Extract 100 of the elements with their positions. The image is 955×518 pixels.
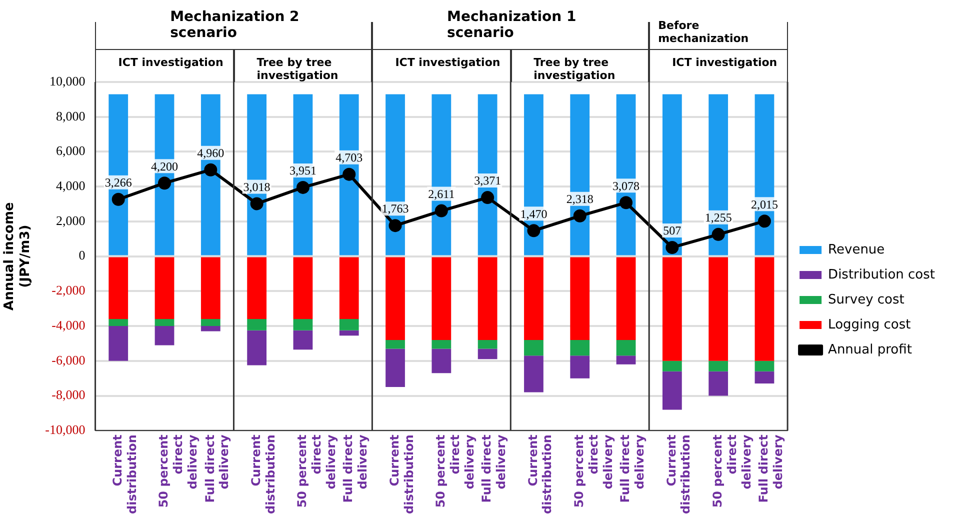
bar — [662, 360, 682, 372]
legend-label: Survey cost — [828, 292, 904, 308]
point — [434, 204, 448, 218]
bar — [154, 319, 174, 326]
point — [388, 219, 402, 232]
bar — [154, 257, 174, 320]
bar — [339, 257, 359, 320]
data-label: 3,078 — [612, 178, 640, 193]
bar — [386, 348, 405, 388]
bar — [662, 371, 682, 410]
bar — [524, 257, 544, 340]
bar — [570, 257, 590, 340]
bar — [432, 348, 452, 374]
y-tick-label: 6,000 — [56, 143, 86, 158]
data-label: 2,611 — [428, 186, 455, 201]
data-label: 507 — [663, 224, 682, 238]
point — [250, 197, 264, 210]
bar — [524, 340, 544, 356]
bar — [754, 257, 774, 361]
bar — [432, 340, 452, 349]
bar — [708, 360, 728, 372]
data-label: 1,763 — [382, 202, 409, 216]
y-axis-title: Annual income (JPY/m3) — [2, 202, 33, 310]
bar — [108, 326, 128, 361]
bar — [570, 340, 590, 356]
point — [204, 163, 218, 176]
y-tick-label: -6,000 — [52, 352, 86, 368]
point — [666, 240, 679, 254]
bar — [293, 257, 313, 320]
data-label: 1,255 — [704, 210, 732, 225]
bar — [154, 326, 174, 346]
bar — [616, 356, 636, 364]
bar — [293, 319, 313, 330]
data-label: 4,200 — [151, 159, 178, 174]
point — [620, 196, 633, 210]
point — [112, 192, 125, 206]
text: ICT investigation — [118, 56, 224, 69]
bar — [524, 356, 544, 392]
bar — [200, 326, 220, 332]
data-label: 3,951 — [289, 164, 316, 178]
text: Mechanization 1 scenario — [447, 9, 578, 41]
data-label: 3,018 — [243, 180, 270, 194]
legend-label: Revenue — [828, 242, 885, 258]
point — [342, 168, 356, 181]
point — [158, 176, 172, 190]
bar — [754, 360, 774, 372]
annotation: Tree by tree investigation — [256, 56, 340, 82]
data-label: 3,371 — [474, 174, 502, 188]
bar — [247, 257, 266, 320]
y-tick-label: 0 — [78, 248, 86, 263]
bar — [708, 371, 728, 396]
annotation: Tree by tree investigation — [534, 56, 616, 82]
point — [712, 228, 725, 241]
bar — [386, 340, 405, 349]
bar — [339, 319, 359, 330]
y-tick-label: 8,000 — [56, 108, 86, 124]
point — [481, 191, 494, 204]
bar — [386, 257, 405, 340]
text: ICT investigation — [672, 56, 778, 69]
data-label: 4,703 — [336, 150, 363, 164]
bar — [339, 330, 359, 336]
bar — [570, 356, 590, 378]
data-label: 2,318 — [566, 192, 594, 206]
y-tick-label: -8,000 — [52, 387, 86, 402]
bar — [247, 330, 266, 366]
bar — [247, 319, 266, 330]
y-tick-label: -10,000 — [45, 422, 86, 438]
y-tick-label: -4,000 — [52, 317, 86, 332]
bar — [708, 257, 728, 361]
data-label: 1,470 — [520, 206, 548, 221]
bar — [478, 257, 498, 340]
x-tick-label: Current distribution — [110, 434, 139, 514]
bar — [200, 319, 220, 326]
text: Before mechanization — [658, 19, 750, 45]
bar — [478, 340, 498, 349]
bar — [616, 340, 636, 356]
point — [758, 214, 771, 228]
legend-label: Annual profit — [828, 342, 912, 358]
bar — [662, 94, 682, 256]
bar — [432, 257, 452, 340]
legend-label: Logging cost — [828, 317, 911, 332]
bar — [662, 257, 682, 361]
y-tick-label: 10,000 — [50, 73, 86, 88]
text: ICT investigation — [395, 56, 502, 69]
y-tick-label: 4,000 — [56, 178, 86, 194]
y-tick-label: 2,000 — [56, 212, 86, 228]
bar — [200, 257, 220, 320]
legend-label: Distribution cost — [828, 267, 936, 282]
y-tick-label: -2,000 — [52, 282, 86, 298]
point — [527, 224, 540, 238]
bar — [478, 348, 498, 360]
bar — [293, 330, 313, 350]
bar — [108, 257, 128, 320]
bar — [754, 371, 774, 384]
point — [573, 209, 586, 222]
data-label: 4,960 — [197, 146, 224, 160]
data-label: 3,266 — [104, 176, 132, 190]
point — [296, 180, 310, 194]
bar — [108, 319, 128, 326]
bar — [616, 257, 636, 340]
